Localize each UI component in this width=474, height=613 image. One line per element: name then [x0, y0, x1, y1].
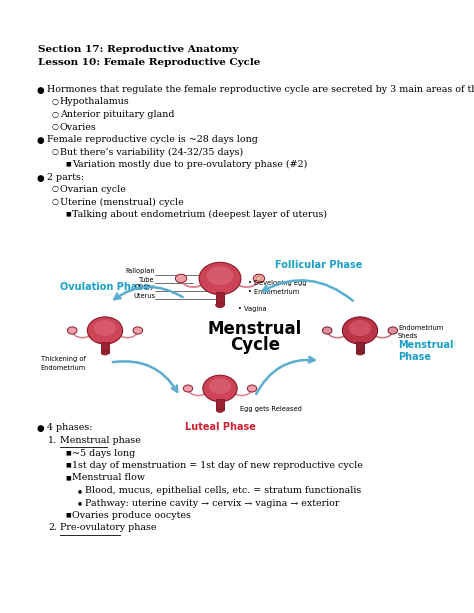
Text: • Vagina: • Vagina — [238, 306, 266, 313]
Ellipse shape — [322, 327, 332, 334]
Text: ●: ● — [37, 424, 45, 433]
Text: ●: ● — [78, 500, 82, 506]
Ellipse shape — [349, 320, 371, 336]
Text: 2.: 2. — [48, 524, 57, 533]
Bar — [356, 341, 364, 353]
Ellipse shape — [253, 274, 264, 283]
Text: Cycle: Cycle — [230, 337, 280, 354]
Ellipse shape — [207, 266, 233, 285]
Ellipse shape — [87, 317, 123, 344]
Text: Endometrium: Endometrium — [40, 365, 86, 370]
Text: ■: ■ — [65, 475, 71, 480]
Text: • Endometrium: • Endometrium — [248, 289, 299, 294]
Text: ○: ○ — [52, 98, 59, 106]
Text: Pre-ovulatory phase: Pre-ovulatory phase — [60, 524, 156, 533]
Ellipse shape — [209, 378, 231, 394]
Text: Ovary: Ovary — [135, 284, 155, 291]
Text: ■: ■ — [65, 462, 71, 468]
Text: Talking about endometrium (deepest layer of uterus): Talking about endometrium (deepest layer… — [72, 210, 327, 219]
Ellipse shape — [94, 320, 116, 336]
Ellipse shape — [217, 408, 224, 413]
Text: Ovaries produce oocytes: Ovaries produce oocytes — [72, 511, 191, 520]
Ellipse shape — [247, 385, 256, 392]
Text: Variation mostly due to pre-ovulatory phase (#2): Variation mostly due to pre-ovulatory ph… — [72, 160, 307, 169]
Text: ○: ○ — [52, 186, 59, 194]
Bar — [217, 400, 224, 410]
Text: ●: ● — [78, 488, 82, 493]
Text: Thickening of: Thickening of — [41, 357, 85, 362]
Ellipse shape — [67, 327, 77, 334]
Text: ○: ○ — [52, 110, 59, 118]
Text: Blood, mucus, epithelial cells, etc. = stratum functionalis: Blood, mucus, epithelial cells, etc. = s… — [85, 486, 361, 495]
Ellipse shape — [342, 317, 378, 344]
Text: Endometrium: Endometrium — [398, 326, 443, 332]
Text: Menstrual: Menstrual — [208, 321, 302, 338]
Text: Phase: Phase — [398, 352, 431, 362]
Text: Anterior pituitary gland: Anterior pituitary gland — [60, 110, 174, 119]
Text: But there’s variability (24-32/35 days): But there’s variability (24-32/35 days) — [60, 148, 243, 157]
Text: Menstrual phase: Menstrual phase — [60, 436, 141, 445]
Ellipse shape — [175, 274, 187, 283]
Ellipse shape — [356, 351, 364, 355]
Text: Sheds: Sheds — [398, 333, 418, 340]
Text: ●: ● — [37, 136, 45, 145]
Text: 1st day of menstruation = 1st day of new reproductive cycle: 1st day of menstruation = 1st day of new… — [72, 461, 363, 470]
Ellipse shape — [101, 351, 109, 355]
Text: ■: ■ — [65, 512, 71, 517]
Ellipse shape — [216, 303, 224, 308]
Ellipse shape — [256, 276, 261, 280]
Text: Fallopian: Fallopian — [126, 268, 155, 275]
Text: Hypothalamus: Hypothalamus — [60, 97, 130, 107]
Text: ○: ○ — [52, 148, 59, 156]
Text: ~5 days long: ~5 days long — [72, 449, 135, 457]
Bar — [216, 292, 224, 305]
Ellipse shape — [203, 375, 237, 402]
Text: ●: ● — [37, 173, 45, 183]
Text: Uterus: Uterus — [133, 292, 155, 299]
Text: ■: ■ — [65, 161, 71, 167]
Text: ●: ● — [37, 86, 45, 95]
Text: Ovarian cycle: Ovarian cycle — [60, 185, 126, 194]
Text: • Developing Egg: • Developing Egg — [248, 281, 307, 286]
Text: Egg gets Released: Egg gets Released — [240, 406, 302, 413]
Text: Female reproductive cycle is ~28 days long: Female reproductive cycle is ~28 days lo… — [47, 135, 258, 144]
Text: ■: ■ — [65, 211, 71, 216]
Text: Luteal Phase: Luteal Phase — [184, 422, 255, 433]
Text: Pathway: uterine cavity → cervix → vagina → exterior: Pathway: uterine cavity → cervix → vagin… — [85, 498, 339, 508]
Text: ■: ■ — [65, 450, 71, 455]
Text: Menstrual flow: Menstrual flow — [72, 473, 145, 482]
Text: Hormones that regulate the female reproductive cycle are secreted by 3 main area: Hormones that regulate the female reprod… — [47, 85, 474, 94]
Text: ○: ○ — [52, 123, 59, 131]
Text: 4 phases:: 4 phases: — [47, 424, 92, 433]
Text: 2 parts:: 2 parts: — [47, 172, 84, 181]
Ellipse shape — [183, 385, 193, 392]
Text: 1.: 1. — [48, 436, 57, 445]
Text: Lesson 10: Female Reproductive Cycle: Lesson 10: Female Reproductive Cycle — [38, 58, 260, 67]
Text: Uterine (menstrual) cycle: Uterine (menstrual) cycle — [60, 197, 184, 207]
Text: Ovaries: Ovaries — [60, 123, 97, 132]
Ellipse shape — [388, 327, 398, 334]
Text: ○: ○ — [52, 198, 59, 206]
Bar — [101, 341, 109, 353]
Ellipse shape — [199, 262, 241, 295]
Text: Follicular Phase: Follicular Phase — [275, 261, 363, 270]
Text: Section 17: Reproductive Anatomy: Section 17: Reproductive Anatomy — [38, 45, 238, 54]
Ellipse shape — [133, 327, 143, 334]
Text: Tube: Tube — [139, 276, 155, 283]
Text: Ovulation Phase: Ovulation Phase — [60, 283, 150, 292]
Text: Menstrual: Menstrual — [398, 340, 454, 351]
